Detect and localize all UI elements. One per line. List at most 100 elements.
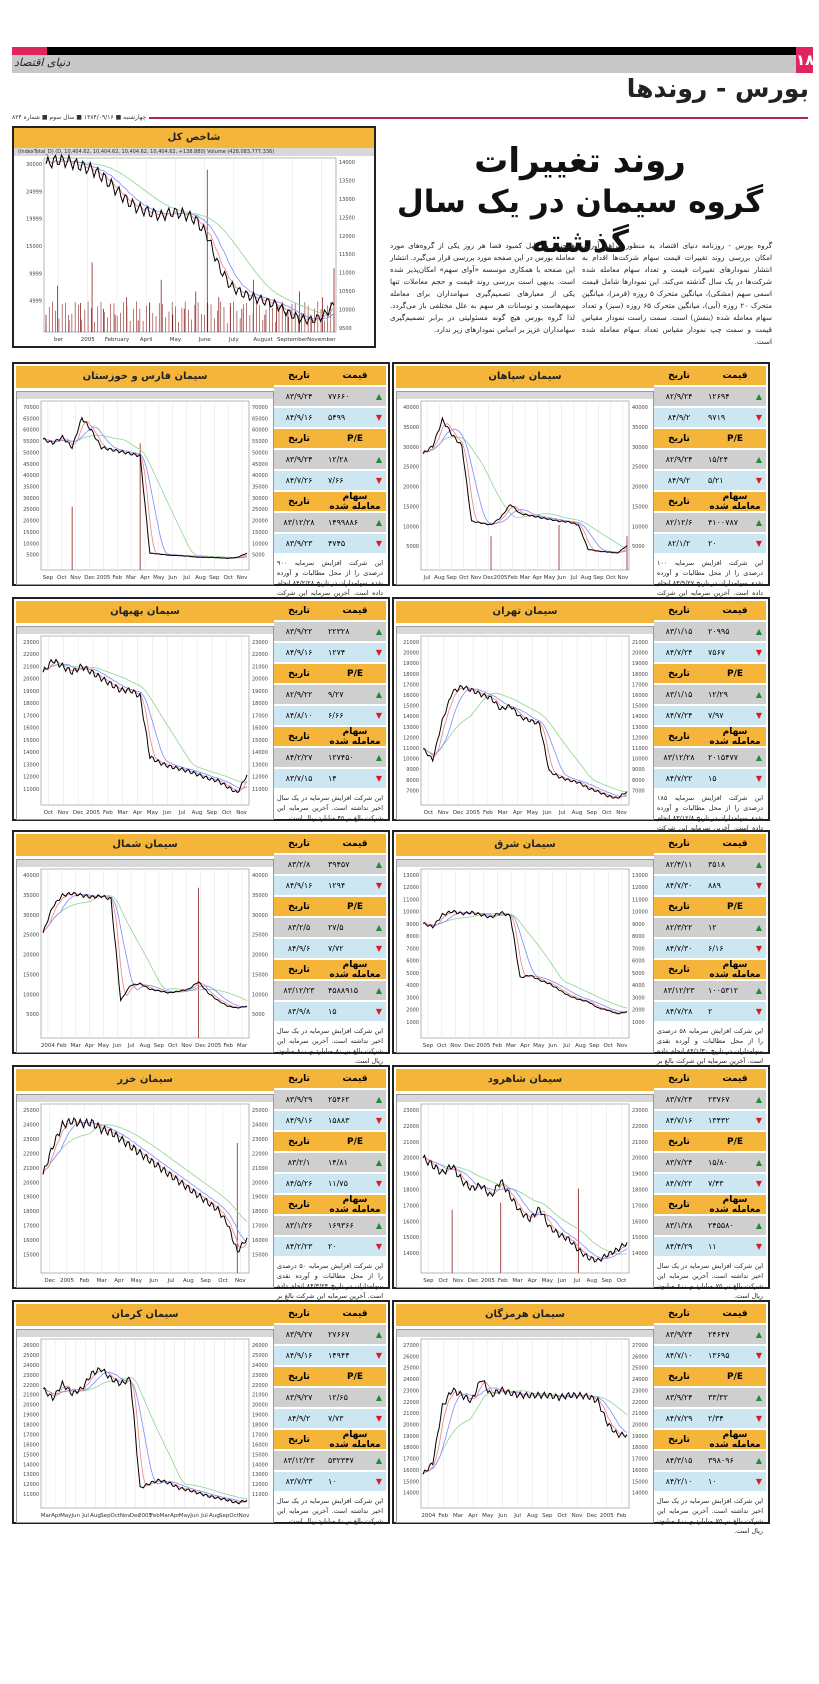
price-chart: Sep Oct Nov Dec 2005 Feb Mar Apr May Jun Jul Aug Sep…	[397, 1095, 653, 1284]
y-right-tick-label: 60000	[252, 428, 268, 434]
ma-20-line	[422, 1155, 628, 1260]
table-row-pe-high: ▲ ۱۵/۲۴ ۸۲/۹/۲۴	[654, 450, 766, 471]
date-value: ۸۳/۱۲/۲۸	[663, 753, 695, 762]
y-tick-label: 7000	[406, 946, 419, 952]
down-arrow-icon: ▼	[375, 1242, 382, 1251]
x-tick-label: November	[307, 337, 336, 343]
x-tick-label: May	[527, 810, 539, 816]
x-tick-label: ber	[54, 337, 64, 343]
header-date-label: تاریخ	[668, 901, 690, 912]
panel-note: این شرکت افزایش سرمایه در یک سال اخیر ند…	[277, 1027, 383, 1065]
value-cell: ▼ ۷۵۶۷	[704, 648, 766, 657]
value-cell: ▼ ۱۰	[704, 1477, 766, 1486]
table-header-pe: P/E تاریخ	[274, 664, 386, 685]
header-label: P/E	[346, 1136, 364, 1147]
y-tick-label: 23000	[23, 1137, 39, 1143]
value-cell: ▲ ۱۶۹۳۶۶	[324, 1221, 386, 1230]
y-right-tick-label: 18000	[252, 701, 268, 707]
x-tick-label: Sep	[209, 575, 220, 581]
table-row-volume-low: ▼ ۴۷۴۵ ۸۳/۹/۲۳	[274, 534, 386, 555]
x-tick-label: Apr	[170, 1513, 180, 1519]
y-tick-label: 15000	[26, 244, 42, 250]
x-tick-label: Sep	[100, 1513, 111, 1519]
y-right-tick-label: 24000	[252, 1363, 268, 1369]
header-label: سهام معامله شده	[709, 1429, 761, 1450]
header-date-label: تاریخ	[668, 1136, 690, 1147]
header-label: قیمت	[342, 838, 368, 849]
y-right-tick-label: 11000	[632, 897, 648, 903]
x-tick-label: June	[198, 337, 212, 343]
table-row-volume-high: ▲ ۴۱۰۰۷۸۷ ۸۲/۱۲/۶	[654, 513, 766, 534]
x-tick-label: Dec	[468, 1278, 479, 1284]
table-header-pe: P/E تاریخ	[654, 897, 766, 918]
stats-table: قیمت تاریخ ▲ ۲۰۹۹۵ ۸۳/۱/۱۵ ▼ ۷۵۶۷ ۸۴/۷/۲۴ P/E تار…	[654, 601, 766, 856]
value: ۱۲	[708, 923, 717, 932]
x-tick-label: Nov	[572, 1513, 583, 1519]
header-date-label: تاریخ	[288, 1199, 310, 1210]
value-cell: ▼ ۶/۱۶	[704, 944, 766, 953]
header-date-label: تاریخ	[288, 901, 310, 912]
x-tick-label: Nov	[438, 810, 449, 816]
value: ۷۵۶۷	[708, 648, 726, 657]
x-tick-label: May	[170, 337, 182, 343]
date-value: ۸۳/۱۲/۲۳	[663, 986, 695, 995]
y-right-tick-label: 15000	[252, 1452, 268, 1458]
y-tick-label: 23000	[23, 1373, 39, 1379]
price-line	[45, 153, 335, 326]
y-tick-label: 17000	[403, 1203, 419, 1209]
value: ۷/۷۲	[328, 944, 344, 953]
x-tick-label: Apr	[114, 1278, 124, 1284]
y-right-tick-label: 35000	[252, 485, 268, 491]
value: ۷۷۶۶۰	[328, 392, 350, 401]
x-tick-label: Mar	[506, 1043, 517, 1049]
y-right-tick-label: 5000	[632, 971, 645, 977]
ma-5-line	[422, 423, 628, 554]
y-right-tick-label: 5000	[252, 1012, 265, 1018]
y-tick-label: 19000	[23, 1413, 39, 1419]
value-cell: ▼ ۱۳۴۳۲	[704, 1116, 766, 1125]
x-tick-label: Jul	[200, 1513, 208, 1519]
down-arrow-icon: ▼	[755, 711, 762, 720]
header-label: قیمت	[342, 1308, 368, 1319]
x-tick-label: Jul	[167, 1278, 175, 1284]
x-tick-label: Jul	[513, 1513, 521, 1519]
plot-area	[40, 1103, 250, 1274]
x-tick-label: Dec	[587, 1513, 598, 1519]
y-right-tick-label: 15000	[252, 1253, 268, 1259]
y-tick-label: 20000	[23, 519, 39, 525]
table-row-volume-high: ▲ ۲۰۱۵۴۷۷ ۸۳/۱۲/۲۸	[654, 748, 766, 769]
x-tick-label: Aug	[195, 575, 206, 581]
y-right-tick-label: 16000	[632, 1219, 648, 1225]
y-tick-label: 1000	[406, 1020, 419, 1026]
x-tick-label: Jun	[112, 1043, 122, 1049]
value: ۱۵/۲۴	[708, 455, 728, 464]
value: ۳۹۴۵۷	[328, 860, 350, 869]
y-tick-label: 19000	[403, 1434, 419, 1440]
header-date-label: تاریخ	[288, 370, 310, 381]
y-tick-label: 15000	[403, 704, 419, 710]
up-arrow-icon: ▲	[375, 392, 382, 401]
header-label: سهام معامله شده	[709, 959, 761, 980]
x-tick-label: 2005	[476, 1043, 490, 1049]
value: ۱۵/۸۰	[708, 1158, 728, 1167]
x-tick-label: Mar	[160, 1513, 171, 1519]
table-row-volume-low: ▼ ۲۰ ۸۲/۱/۲	[654, 534, 766, 555]
chart-legend-bar	[17, 860, 273, 867]
chart-legend-bar	[17, 1330, 273, 1337]
price-chart: 2004 Feb Mar Apr May Jun Jul Aug Sep Oct Nov Dec 200…	[397, 1330, 653, 1519]
value-cell: ▲ ۱۲/۶۵	[324, 1393, 386, 1402]
stats-table: قیمت تاریخ ▲ ۲۳۷۶۷ ۸۳/۷/۲۴ ▼ ۱۳۴۳۲ ۸۴/۷/۱۶ P/E تا…	[654, 1069, 766, 1304]
price-line	[42, 1117, 248, 1253]
y-right-tick-label: 16000	[632, 1468, 648, 1474]
table-row-pe-low: ▼ ۷/۴۳ ۸۴/۷/۲۲	[654, 1174, 766, 1195]
down-arrow-icon: ▼	[755, 1116, 762, 1125]
y-right-tick-label: 17000	[252, 1224, 268, 1230]
y-right-tick-label: 13000	[252, 1472, 268, 1478]
header-label: قیمت	[722, 605, 748, 616]
x-tick-label: Dec	[84, 575, 95, 581]
up-arrow-icon: ▲	[755, 1393, 762, 1402]
y-tick-label: 25000	[23, 933, 39, 939]
value: ۲۵۴۶۲	[328, 1095, 350, 1104]
header-label: سهام معامله شده	[329, 726, 381, 747]
date-value: ۸۳/۹/۲۳	[285, 539, 313, 548]
